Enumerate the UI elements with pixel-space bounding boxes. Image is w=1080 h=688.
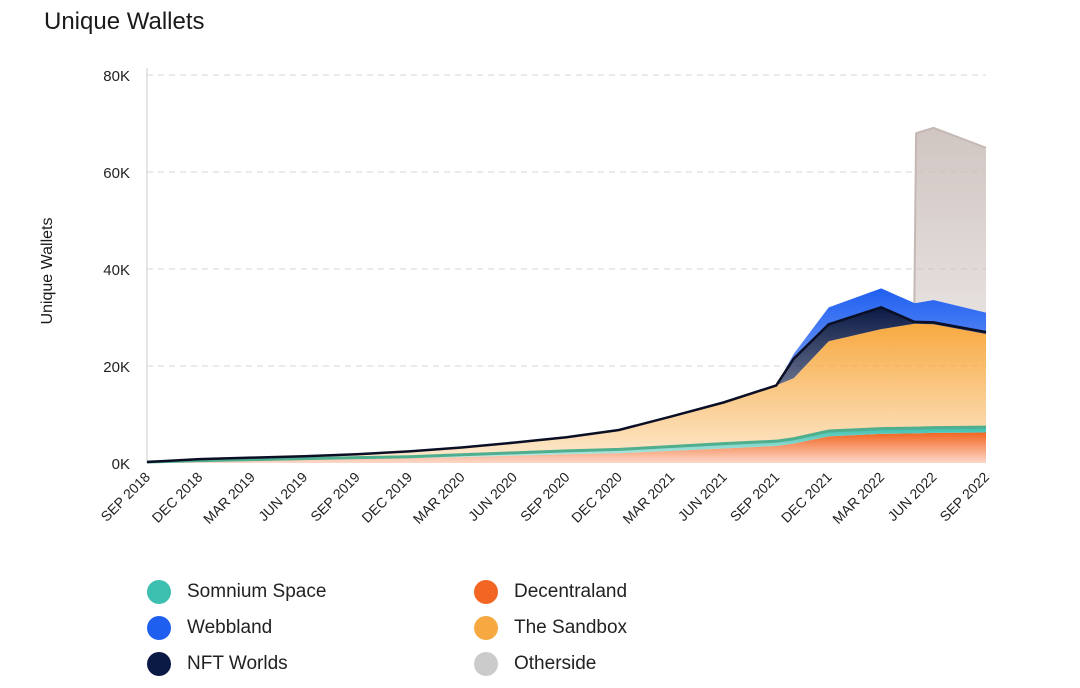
legend-label: NFT Worlds [187, 653, 288, 674]
y-tick-label: 0K [112, 456, 130, 473]
legend-label: The Sandbox [514, 617, 628, 638]
y-tick-label: 20K [103, 359, 130, 376]
x-tick-label: SEP 2022 [936, 469, 992, 525]
legend-swatch-icon [147, 652, 171, 676]
legend-item: Webbland [147, 616, 272, 640]
legend-swatch-icon [474, 652, 498, 676]
y-tick-label: 40K [103, 262, 130, 279]
x-tick-label: DEC 2021 [778, 469, 835, 526]
legend-item: NFT Worlds [147, 652, 288, 676]
x-tick-label: MAR 2022 [829, 469, 887, 527]
x-tick-label: JUN 2021 [675, 469, 730, 524]
x-tick-label: MAR 2019 [200, 469, 258, 527]
x-tick-label: DEC 2020 [568, 469, 625, 526]
legend-item: Otherside [474, 652, 596, 676]
legend-label: Somnium Space [187, 581, 327, 602]
area-nft-worlds [147, 307, 986, 463]
y-tick-label: 80K [103, 68, 130, 85]
area-somnium-space [147, 427, 986, 463]
x-tick-label: MAR 2021 [619, 469, 677, 527]
area-decentraland [147, 432, 986, 463]
legend-label: Otherside [514, 653, 597, 674]
legend-swatch-icon [147, 580, 171, 604]
x-tick-label: DEC 2019 [358, 469, 415, 526]
legend-swatch-icon [474, 616, 498, 640]
legend-item: The Sandbox [474, 616, 627, 640]
legend-label: Decentraland [514, 581, 628, 602]
otherside-line [913, 126, 987, 303]
legend-item: Decentraland [474, 580, 627, 604]
chart-title: Unique Wallets [44, 8, 205, 35]
legend-item: Somnium Space [147, 580, 326, 604]
x-tick-label: JUN 2020 [465, 469, 520, 524]
somnium-line [146, 425, 987, 464]
x-tick-label: JUN 2022 [884, 469, 939, 524]
legend-swatch-icon [474, 580, 498, 604]
y-tick-label: 60K [103, 165, 130, 182]
legend-label: Webbland [187, 617, 273, 638]
nft-worlds-line [146, 305, 987, 464]
x-tick-label: MAR 2020 [410, 469, 468, 527]
x-tick-label: JUN 2019 [255, 469, 310, 524]
x-tick-label: SEP 2021 [727, 469, 783, 525]
area-webbland [147, 288, 986, 463]
x-tick-label: SEP 2020 [517, 469, 573, 525]
x-tick-label: DEC 2018 [149, 469, 206, 526]
x-tick-label: SEP 2019 [307, 469, 363, 525]
area-the-sandbox [147, 323, 986, 463]
legend-swatch-icon [147, 616, 171, 640]
x-tick-label: SEP 2018 [97, 469, 153, 525]
